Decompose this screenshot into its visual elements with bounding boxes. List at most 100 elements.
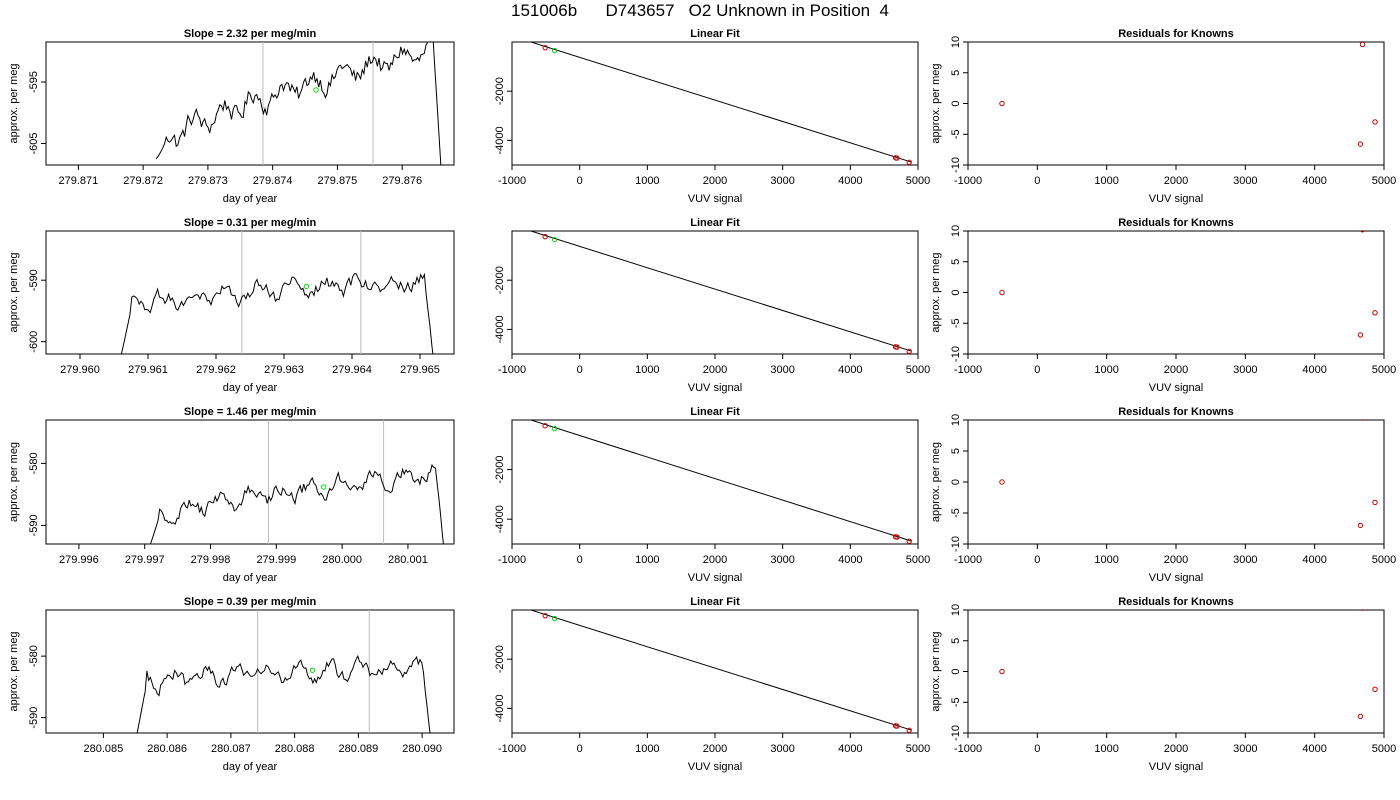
y-tick-label: -2000 bbox=[494, 77, 506, 105]
y-tick-label: -10 bbox=[950, 346, 962, 362]
y-tick-label: -4000 bbox=[494, 505, 506, 533]
residual-point bbox=[1372, 499, 1378, 506]
y-tick-label: -10 bbox=[950, 536, 962, 552]
y-tick-label: -605 bbox=[28, 132, 40, 154]
x-tick-label: 4000 bbox=[1302, 554, 1326, 566]
x-tick-label: 1000 bbox=[635, 364, 659, 376]
linear-fit-line bbox=[529, 42, 912, 163]
plot-frame bbox=[967, 609, 1385, 734]
panel-title: Slope = 0.39 per meg/min bbox=[184, 596, 317, 608]
x-tick-label: 1000 bbox=[1094, 554, 1118, 566]
fit-row3-marks bbox=[529, 420, 912, 544]
known-standard-point bbox=[542, 612, 548, 619]
x-tick-label: 0 bbox=[577, 175, 583, 187]
y-tick-label: 10 bbox=[950, 225, 962, 237]
x-tick-label: 0 bbox=[1034, 364, 1040, 376]
x-tick-label: 280.085 bbox=[83, 743, 123, 755]
x-axis-label: day of year bbox=[223, 193, 278, 205]
y-axis-label: approx. per meg bbox=[8, 252, 20, 332]
x-tick-label: 280.087 bbox=[211, 743, 251, 755]
x-tick-label: 4000 bbox=[838, 364, 862, 376]
fit-row2-marks bbox=[529, 231, 912, 354]
trace-row1-marks bbox=[155, 42, 442, 165]
figure-title: 151006b D743657 O2 Unknown in Position 4 bbox=[510, 1, 890, 20]
fit-row2-panel: Linear Fit -1000 0 1000 2000 3000 4000 5000 -200… bbox=[494, 217, 930, 394]
y-tick-label: -4000 bbox=[494, 126, 506, 154]
x-tick-label: 280.088 bbox=[275, 743, 315, 755]
x-axis-label: day of year bbox=[223, 761, 278, 773]
y-tick-label: -590 bbox=[28, 269, 40, 291]
x-tick-label: 5000 bbox=[1372, 743, 1396, 755]
known-standard-point bbox=[542, 44, 548, 51]
x-tick-label: 2000 bbox=[1164, 743, 1188, 755]
y-axis-label: approx. per meg bbox=[930, 631, 942, 711]
y-axis-label: approx. per meg bbox=[8, 631, 20, 711]
signal-trace-line bbox=[155, 42, 442, 165]
x-tick-label: 279.876 bbox=[382, 175, 422, 187]
x-tick-label: 0 bbox=[577, 554, 583, 566]
resid-row2-panel: Residuals for Knowns -1000 0 1000 2000 3000 40… bbox=[930, 217, 1396, 394]
residual-point bbox=[1360, 231, 1365, 233]
x-tick-label: 279.997 bbox=[125, 554, 165, 566]
x-tick-label: 279.874 bbox=[253, 175, 293, 187]
residual-point bbox=[999, 289, 1005, 296]
x-tick-label: 4000 bbox=[1302, 743, 1326, 755]
y-tick-label: 5 bbox=[950, 259, 962, 265]
x-axis-label: VUV signal bbox=[688, 193, 742, 205]
residual-point bbox=[1360, 420, 1365, 421]
x-tick-label: 2000 bbox=[1164, 175, 1188, 187]
x-tick-label: -1000 bbox=[498, 554, 526, 566]
residual-point bbox=[999, 668, 1005, 675]
panel-title: Linear Fit bbox=[690, 28, 740, 40]
residual-point bbox=[1357, 141, 1364, 147]
y-tick-label: -580 bbox=[28, 452, 40, 474]
trace-row2-panel: Slope = 0.31 per meg/min 279.960 279.961 27… bbox=[8, 217, 455, 394]
y-tick-label: -580 bbox=[28, 645, 40, 667]
x-tick-label: 4000 bbox=[838, 175, 862, 187]
x-tick-label: 4000 bbox=[1302, 364, 1326, 376]
x-tick-label: 279.871 bbox=[58, 175, 98, 187]
fit-row1-panel: Linear Fit -1000 0 1000 2000 3000 4000 5000 -200… bbox=[494, 28, 930, 205]
y-tick-label: -590 bbox=[28, 514, 40, 536]
x-tick-label: 3000 bbox=[770, 743, 794, 755]
trace-row4-panel: Slope = 0.39 per meg/min 280.085 280.086 28… bbox=[8, 596, 455, 773]
plot-frame bbox=[511, 609, 919, 734]
signal-trace-line bbox=[120, 272, 434, 354]
known-standard-point bbox=[894, 155, 900, 161]
y-tick-label: -590 bbox=[28, 707, 40, 729]
x-tick-label: 0 bbox=[1034, 175, 1040, 187]
x-axis-label: VUV signal bbox=[1149, 572, 1203, 584]
y-tick-label: 0 bbox=[950, 668, 962, 674]
x-tick-label: 4000 bbox=[838, 743, 862, 755]
panel-title: Linear Fit bbox=[690, 596, 740, 608]
x-tick-label: 2000 bbox=[703, 175, 727, 187]
x-tick-label: 279.996 bbox=[59, 554, 99, 566]
x-tick-label: 279.962 bbox=[196, 364, 236, 376]
x-tick-label: -1000 bbox=[954, 364, 982, 376]
residual-point bbox=[999, 100, 1005, 107]
plot-frame bbox=[45, 41, 455, 166]
known-standard-point bbox=[894, 344, 900, 350]
x-tick-label: 279.965 bbox=[400, 364, 440, 376]
y-axis-label: approx. per meg bbox=[930, 63, 942, 143]
known-standard-point bbox=[906, 727, 912, 733]
x-tick-label: 280.089 bbox=[338, 743, 378, 755]
unknown-mean-point bbox=[321, 484, 327, 490]
x-tick-label: 1000 bbox=[635, 743, 659, 755]
y-tick-label: 10 bbox=[950, 414, 962, 426]
x-tick-label: 279.998 bbox=[191, 554, 231, 566]
resid-row3-marks bbox=[999, 420, 1378, 529]
y-tick-label: 0 bbox=[950, 289, 962, 295]
x-tick-label: 3000 bbox=[770, 364, 794, 376]
residual-point bbox=[1360, 610, 1365, 611]
residual-point bbox=[1359, 42, 1366, 48]
plot-frame bbox=[511, 419, 919, 545]
resid-row3-panel: Residuals for Knowns -1000 0 1000 2000 3000 40… bbox=[930, 406, 1396, 584]
x-axis-label: VUV signal bbox=[1149, 761, 1203, 773]
y-tick-label: -2000 bbox=[494, 456, 506, 484]
x-tick-label: 3000 bbox=[770, 554, 794, 566]
y-tick-label: 5 bbox=[950, 448, 962, 454]
known-standard-point bbox=[906, 348, 912, 354]
panel-title: Linear Fit bbox=[690, 217, 740, 229]
x-tick-label: -1000 bbox=[954, 554, 982, 566]
